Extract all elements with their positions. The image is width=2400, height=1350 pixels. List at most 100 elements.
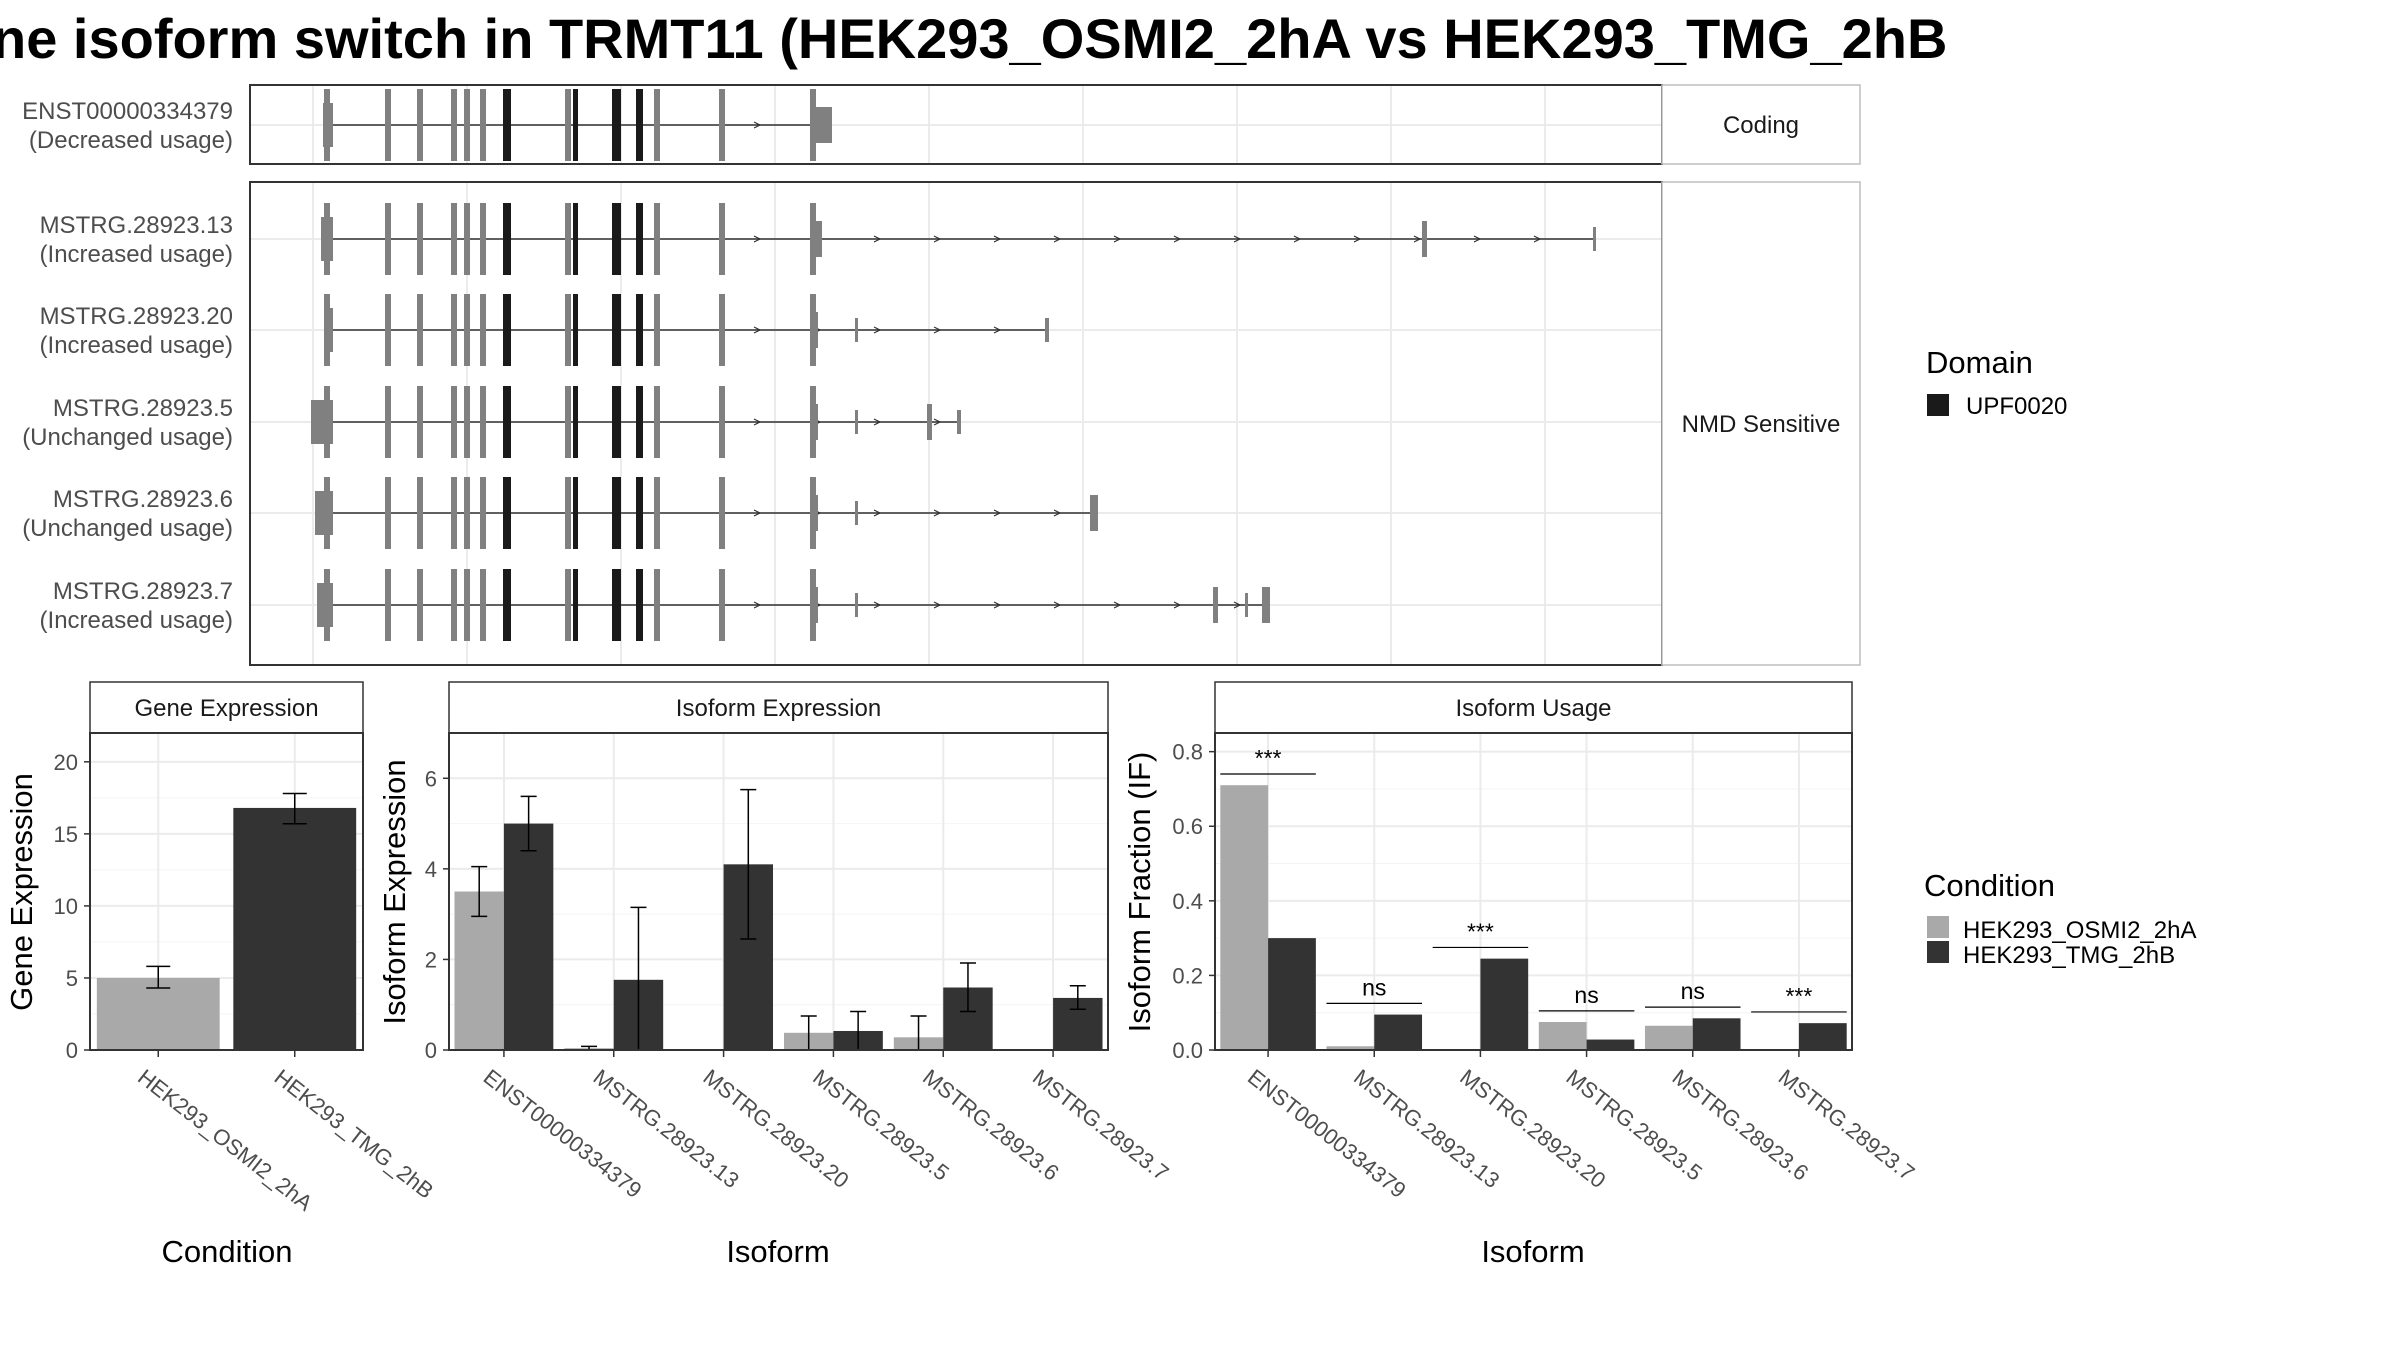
intron-arrow [753, 121, 762, 129]
exon [417, 569, 423, 641]
y-tick-label: 0.2 [1172, 963, 1203, 988]
exon [464, 477, 470, 549]
transcript-name: MSTRG.28923.5 [53, 395, 233, 422]
intron-arrow [993, 235, 1002, 243]
intron-arrow [753, 418, 762, 426]
legend-condition-swatch [1927, 916, 1949, 938]
bar [1220, 785, 1269, 1050]
bar [1480, 958, 1529, 1050]
domain-exon [573, 477, 578, 549]
significance-label: ns [1681, 978, 1705, 1004]
strip-nmd [1661, 181, 1861, 666]
legend-domain-item: UPF0020 [1966, 393, 2067, 420]
x-axis-title: Isoform [726, 1234, 829, 1269]
chart-strip [1214, 681, 1853, 734]
exon [1090, 495, 1098, 531]
intron-arrow [1293, 235, 1302, 243]
exon [464, 294, 470, 366]
exon [385, 386, 391, 458]
domain-exon [636, 569, 643, 641]
exon [451, 569, 457, 641]
exon [464, 89, 470, 161]
intron-arrow [873, 601, 882, 609]
bar [1692, 1018, 1741, 1050]
domain-exon [573, 569, 578, 641]
exon [565, 89, 571, 161]
intron-arrow [1053, 509, 1062, 517]
exon [451, 477, 457, 549]
intron-arrow [993, 601, 1002, 609]
transcript-name: MSTRG.28923.20 [40, 303, 233, 330]
domain-exon [612, 477, 621, 549]
exon [480, 203, 486, 275]
bar [233, 807, 357, 1050]
chart-panel-border [448, 732, 1109, 1051]
domain-exon [503, 569, 511, 641]
exon [480, 477, 486, 549]
exon [813, 404, 818, 440]
exon [385, 294, 391, 366]
exon [464, 569, 470, 641]
chart-panel-bg [1215, 733, 1852, 1050]
figure-title: ne isoform switch in TRMT11 (HEK293_OSMI… [0, 7, 1947, 70]
domain-exon [612, 89, 621, 161]
x-axis-title: Condition [162, 1234, 293, 1269]
y-tick-label: 0.6 [1172, 814, 1203, 839]
domain-exon [573, 386, 578, 458]
exon [719, 569, 725, 641]
exon [719, 203, 725, 275]
intron-arrow [1053, 235, 1062, 243]
domain-exon [573, 89, 578, 161]
bar [1538, 1022, 1587, 1050]
chart-1: Isoform Expression0246ENST00000334379MST… [377, 681, 1173, 1269]
legend-condition-item: HEK293_OSMI2_2hA [1963, 917, 2196, 944]
transcript-status: (Increased usage) [40, 241, 233, 268]
exon [1422, 221, 1427, 257]
intron-arrow [933, 509, 942, 517]
intron-arrow [1533, 235, 1542, 243]
significance-label: *** [1255, 745, 1282, 771]
exon [385, 203, 391, 275]
bar [1374, 1014, 1423, 1050]
bar [1268, 938, 1316, 1050]
exon [719, 386, 725, 458]
exon [417, 203, 423, 275]
y-tick-label: 15 [54, 822, 78, 847]
intron-arrow [1173, 235, 1182, 243]
transcript-row-1 [321, 203, 1596, 275]
exon [480, 386, 486, 458]
bar [503, 823, 554, 1050]
transcript-name: MSTRG.28923.6 [53, 486, 233, 513]
transcript-name: MSTRG.28923.7 [53, 578, 233, 605]
y-tick-label: 0 [66, 1038, 78, 1063]
domain-exon [636, 477, 643, 549]
exon [654, 294, 660, 366]
significance-label: *** [1467, 918, 1494, 944]
exon [324, 203, 330, 275]
y-tick-label: 5 [66, 966, 78, 991]
domain-exon [636, 386, 643, 458]
exon [1045, 318, 1049, 342]
legend-condition-title: Condition [1924, 868, 2055, 903]
exon [324, 569, 330, 641]
legend-condition-item: HEK293_TMG_2hB [1963, 942, 2175, 969]
exon [417, 477, 423, 549]
domain-exon [636, 294, 643, 366]
bar [1586, 1039, 1635, 1050]
chart-0: Gene Expression05101520HEK293_OSMI2_2hAH… [4, 681, 438, 1269]
transcript-status: (Increased usage) [40, 332, 233, 359]
y-tick-label: 0.0 [1172, 1038, 1203, 1063]
domain-exon [612, 386, 621, 458]
exon [565, 294, 571, 366]
transcript-row-2 [324, 294, 1049, 366]
y-tick-label: 6 [425, 766, 437, 791]
exon [480, 294, 486, 366]
intron-arrow [753, 601, 762, 609]
intron-arrow [873, 326, 882, 334]
exon [480, 89, 486, 161]
chart-panel-border [89, 732, 364, 1051]
exon [719, 89, 725, 161]
intron-arrow [873, 235, 882, 243]
exon [654, 203, 660, 275]
